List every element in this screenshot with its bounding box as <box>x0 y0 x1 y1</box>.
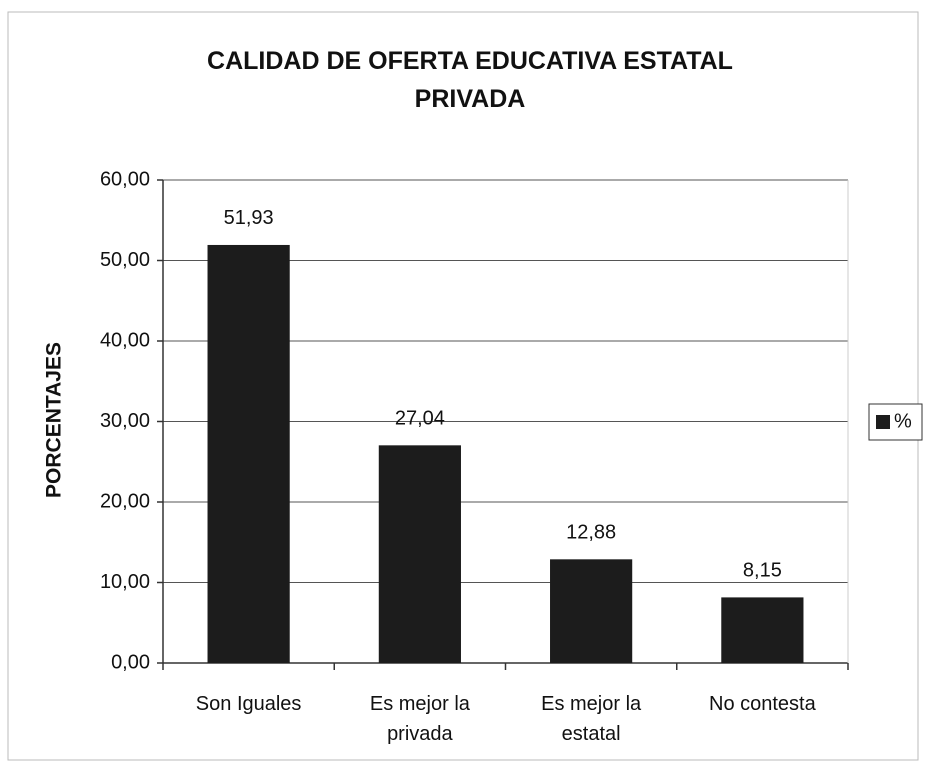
bar <box>550 559 633 663</box>
value-label: 12,88 <box>566 522 616 544</box>
y-tick-label: 10,00 <box>100 571 150 593</box>
x-tick-label: Es mejor la privada <box>370 693 471 745</box>
value-label: 8,15 <box>743 560 782 582</box>
bar <box>378 445 461 663</box>
y-axis-label: PORCENTAJES <box>43 342 66 498</box>
y-tick-label: 50,00 <box>100 249 150 271</box>
value-label: 51,93 <box>224 207 274 229</box>
legend-swatch <box>876 415 890 429</box>
y-tick-label: 60,00 <box>100 168 150 190</box>
value-label: 27,04 <box>395 408 445 430</box>
x-tick-label: No contesta <box>709 693 817 715</box>
chart-title: CALIDAD DE OFERTA EDUCATIVA ESTATAL PRIVA… <box>207 47 733 113</box>
y-tick-label: 0,00 <box>111 651 150 673</box>
legend-label: % <box>894 410 912 432</box>
y-tick-label: 30,00 <box>100 410 150 432</box>
x-tick-label: Son Iguales <box>196 693 302 715</box>
bar <box>721 597 804 663</box>
chart-frame <box>7 11 919 761</box>
y-tick-label: 40,00 <box>100 329 150 351</box>
y-tick-label: 20,00 <box>100 490 150 512</box>
bar <box>207 244 290 663</box>
x-tick-label: Es mejor la estatal <box>541 693 642 745</box>
